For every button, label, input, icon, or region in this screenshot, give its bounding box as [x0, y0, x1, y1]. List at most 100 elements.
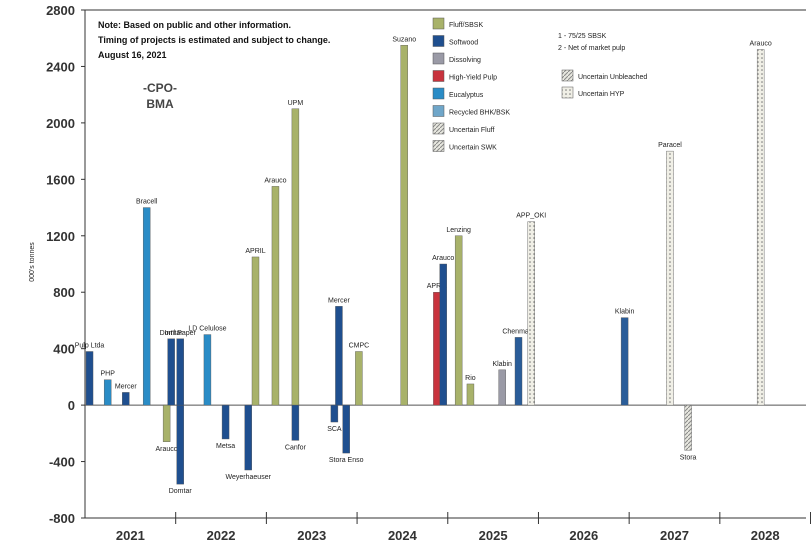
y-tick-label-1: 2400 [46, 59, 75, 74]
bar-11 [251, 256, 260, 406]
legend-swatch-5 [432, 105, 445, 117]
legend-swatch-3 [432, 70, 445, 82]
bar-22 [454, 235, 463, 406]
y-tick-label-8: -400 [49, 455, 75, 470]
bar-9 [221, 404, 230, 440]
y-axis-label: 000's tonnes [29, 242, 36, 282]
bar-14 [291, 404, 300, 441]
bar-26 [527, 221, 535, 406]
bar-16 [330, 404, 339, 423]
legend-swatch-6 [432, 122, 445, 135]
legend-label-2: Dissolving [449, 57, 481, 64]
bar-21 [439, 263, 447, 406]
bar-label-0: Pulp Ltda [75, 342, 105, 349]
bar-4 [162, 404, 171, 443]
legend-swatch-4 [432, 87, 445, 100]
footnotes: 1 - 75/25 SBSK 2 - Net of market pulp [558, 33, 625, 52]
notes: Note: Based on public and other informat… [98, 20, 330, 60]
bar-23 [466, 383, 475, 406]
bar-6 [176, 404, 184, 485]
logo-text: BMA [146, 97, 174, 111]
bar-label-28: Paracel [658, 142, 682, 149]
y-tick-label-6: 400 [53, 342, 75, 357]
bar-label-21: Arauco [432, 255, 454, 262]
x-tick-label-5: 2026 [569, 528, 598, 543]
bar-5 [167, 338, 175, 406]
bar-13 [291, 108, 300, 406]
bar-28 [666, 150, 674, 406]
bar-label-27: Klabin [615, 309, 635, 316]
y-tick-label-4: 1200 [46, 229, 75, 244]
bar-label-20: APRIL [427, 283, 447, 290]
legend-label-7: Uncertain SWK [449, 145, 497, 152]
x-tick-label-1: 2022 [207, 528, 236, 543]
bar-label-13: UPM [288, 100, 304, 107]
bar-label-14: Canfor [285, 444, 307, 451]
plot-area: Pulp LtdaPHPMercerBracellAraucoDomtarDom… [75, 9, 806, 519]
bar-1 [103, 379, 112, 406]
x-axis: 2021 2022 2023 2024 2025 2026 2027 2028 [116, 512, 811, 543]
bar-label-17: Stora Enso [329, 457, 364, 464]
bar-label-23: Rio [465, 375, 476, 382]
y-tick-label-3: 1600 [46, 172, 75, 187]
x-tick-label-0: 2021 [116, 528, 145, 543]
bar-10 [244, 404, 252, 471]
x-tick-label-2: 2023 [297, 528, 326, 543]
legend-label-5: Recycled BHK/BSK [449, 110, 510, 117]
bar-label-18: CMPC [349, 342, 370, 349]
x-tick-label-6: 2027 [660, 528, 689, 543]
y-tick-label-5: 800 [53, 285, 75, 300]
bar-label-16: SCA [327, 426, 342, 433]
bar-label-8: LD Celulose [188, 326, 226, 333]
bar-label-10: Weyerhaeuser [226, 474, 272, 481]
footnote-2: 2 - Net of market pulp [558, 45, 625, 52]
y-tick-label-7: 0 [68, 398, 75, 413]
bar-label-2: Mercer [115, 383, 137, 390]
bar-label-15: Mercer [328, 297, 350, 304]
bar-18 [355, 351, 363, 406]
legend-label-6: Uncertain Fluff [449, 127, 494, 134]
legend-swatch-2 [432, 52, 445, 65]
legend-label-4: Eucalyptus [449, 92, 484, 99]
bar-label-3: Bracell [136, 199, 158, 206]
bar-label-4: Arauco [156, 446, 178, 453]
legend: Fluff/SBSK Softwood Dissolving High-Yield P… [432, 17, 647, 152]
legend-swatch-9 [561, 86, 574, 99]
x-tick-label-7: 2028 [751, 528, 780, 543]
legend-swatch-8 [561, 69, 574, 82]
legend-label-1: Softwood [449, 40, 478, 47]
bar-30 [756, 49, 765, 406]
legend-swatch-1 [432, 35, 445, 47]
bar-label-6: Domtar [169, 488, 193, 495]
bar-label-11: APRIL [245, 248, 265, 255]
bar-0 [85, 351, 94, 406]
x-tick-label-3: 2024 [388, 528, 418, 543]
legend-label-0: Fluff/SBSK [449, 22, 483, 29]
bar-29 [684, 404, 692, 451]
legend-swatch-0 [432, 17, 445, 30]
legend-label-3: High-Yield Pulp [449, 75, 497, 82]
bar-15 [335, 306, 343, 406]
x-tick-label-4: 2025 [479, 528, 508, 543]
footnote-1: 1 - 75/25 SBSK [558, 33, 607, 40]
y-tick-label-9: -800 [49, 511, 75, 526]
legend-label-8: Uncertain Unbleached [578, 74, 647, 81]
bar-19 [400, 45, 408, 406]
bar-label-30: Arauco [750, 41, 772, 48]
logo: -CPO- BMA [143, 81, 177, 111]
bar-25 [514, 337, 523, 406]
legend-label-9: Uncertain HYP [578, 91, 625, 98]
bar-20 [433, 292, 441, 406]
logo-symbol: -CPO- [143, 81, 177, 95]
y-tick-label-2: 2000 [46, 116, 75, 131]
note-line-2: Timing of projects is estimated and subj… [98, 35, 330, 45]
y-tick-label-0: 2800 [46, 3, 75, 18]
y-axis: 2800 2400 2000 1600 1200 800 400 0 -400 -800 [46, 3, 85, 526]
bar-7 [176, 338, 184, 406]
legend-swatch-7 [432, 140, 445, 152]
bar-2 [122, 392, 130, 406]
note-line-3: August 16, 2021 [98, 50, 167, 60]
bar-label-1: PHP [100, 371, 115, 378]
bar-17 [342, 404, 350, 454]
